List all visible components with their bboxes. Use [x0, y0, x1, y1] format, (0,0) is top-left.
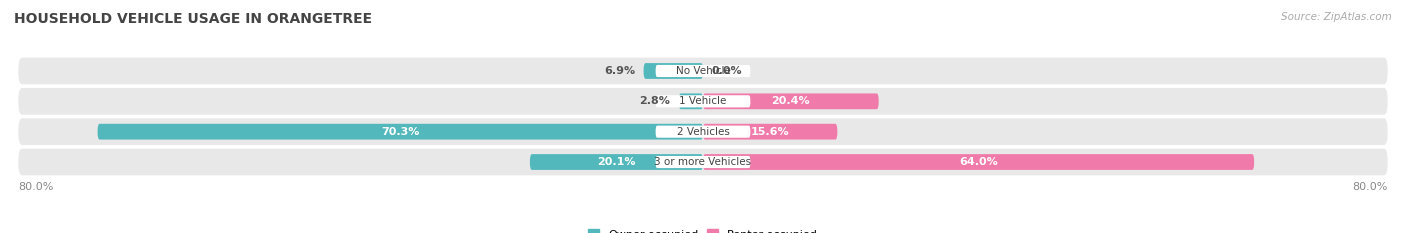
Text: 1 Vehicle: 1 Vehicle	[679, 96, 727, 106]
FancyBboxPatch shape	[18, 58, 1388, 84]
FancyBboxPatch shape	[703, 93, 879, 109]
Text: 0.0%: 0.0%	[711, 66, 742, 76]
FancyBboxPatch shape	[18, 118, 1388, 145]
Text: Source: ZipAtlas.com: Source: ZipAtlas.com	[1281, 12, 1392, 22]
Text: 70.3%: 70.3%	[381, 127, 419, 137]
Text: 2.8%: 2.8%	[640, 96, 671, 106]
FancyBboxPatch shape	[703, 154, 1254, 170]
Text: 6.9%: 6.9%	[603, 66, 636, 76]
FancyBboxPatch shape	[18, 149, 1388, 175]
FancyBboxPatch shape	[655, 95, 751, 107]
FancyBboxPatch shape	[655, 126, 751, 138]
Legend: Owner-occupied, Renter-occupied: Owner-occupied, Renter-occupied	[583, 225, 823, 233]
Text: 2 Vehicles: 2 Vehicles	[676, 127, 730, 137]
FancyBboxPatch shape	[644, 63, 703, 79]
Text: 80.0%: 80.0%	[18, 182, 53, 192]
FancyBboxPatch shape	[655, 156, 751, 168]
FancyBboxPatch shape	[97, 124, 703, 140]
Text: 20.1%: 20.1%	[598, 157, 636, 167]
Text: 80.0%: 80.0%	[1353, 182, 1388, 192]
Text: No Vehicle: No Vehicle	[675, 66, 731, 76]
Text: 3 or more Vehicles: 3 or more Vehicles	[654, 157, 752, 167]
FancyBboxPatch shape	[703, 124, 838, 140]
Text: HOUSEHOLD VEHICLE USAGE IN ORANGETREE: HOUSEHOLD VEHICLE USAGE IN ORANGETREE	[14, 12, 373, 26]
FancyBboxPatch shape	[679, 93, 703, 109]
Text: 15.6%: 15.6%	[751, 127, 790, 137]
FancyBboxPatch shape	[655, 65, 751, 77]
Text: 20.4%: 20.4%	[772, 96, 810, 106]
Text: 64.0%: 64.0%	[959, 157, 998, 167]
FancyBboxPatch shape	[530, 154, 703, 170]
FancyBboxPatch shape	[18, 88, 1388, 115]
